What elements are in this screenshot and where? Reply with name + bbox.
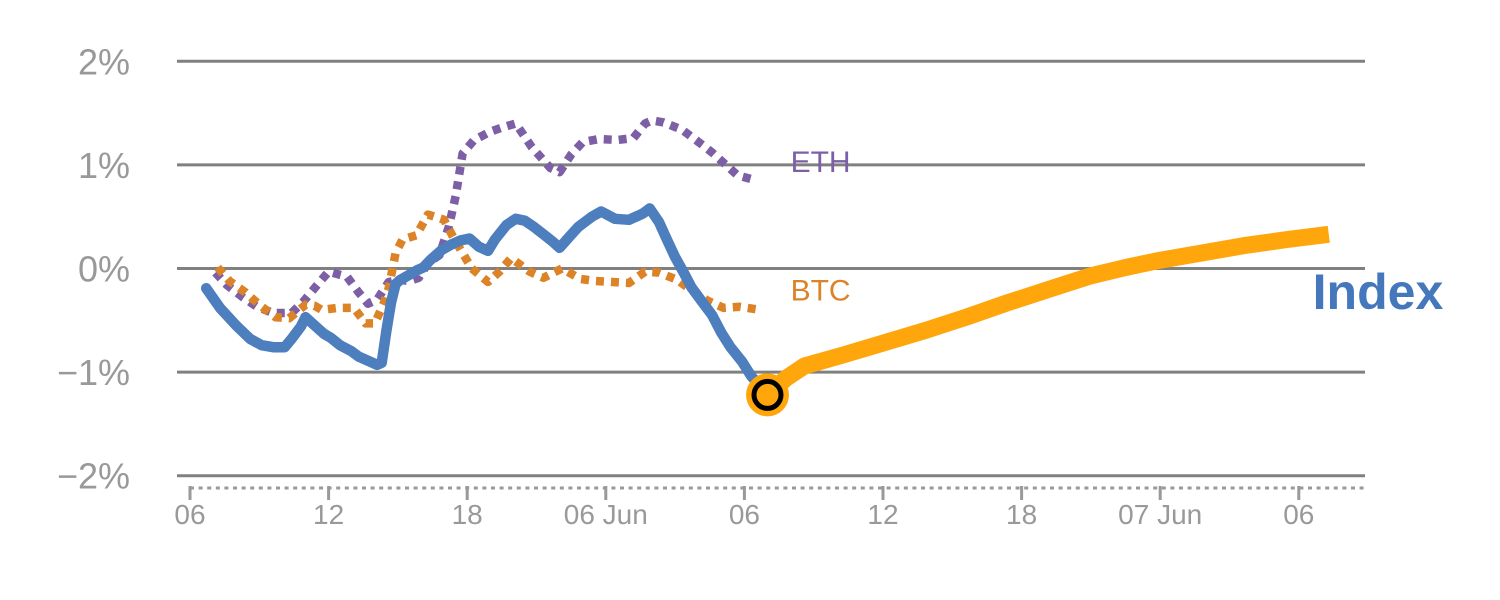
x-tick-label: 18 (452, 499, 483, 530)
series-label-eth: ETH (791, 146, 851, 179)
x-tick-label: 18 (1006, 499, 1037, 530)
series-label-index: Index (1313, 264, 1444, 320)
series-line-eth (212, 116, 758, 318)
x-tick-label: 06 (729, 499, 760, 530)
y-tick-label: 1% (78, 145, 130, 186)
x-tick-label: 07 Jun (1118, 499, 1202, 530)
series-line-index (200, 203, 773, 401)
x-tick-label: 12 (313, 499, 344, 530)
x-tick-label: 06 (1283, 499, 1314, 530)
forecast-start-marker-ring (751, 378, 784, 411)
x-tick-label: 12 (867, 499, 898, 530)
series-label-btc: BTC (791, 275, 851, 308)
x-tick-label: 06 (174, 499, 205, 530)
y-tick-label: −2% (57, 456, 130, 497)
x-tick-label: 06 Jun (564, 499, 648, 530)
series-line-index-forecast (761, 225, 1330, 402)
y-tick-label: 0% (78, 249, 130, 290)
y-tick-label: 2% (78, 41, 130, 82)
y-tick-label: −1% (57, 352, 130, 393)
